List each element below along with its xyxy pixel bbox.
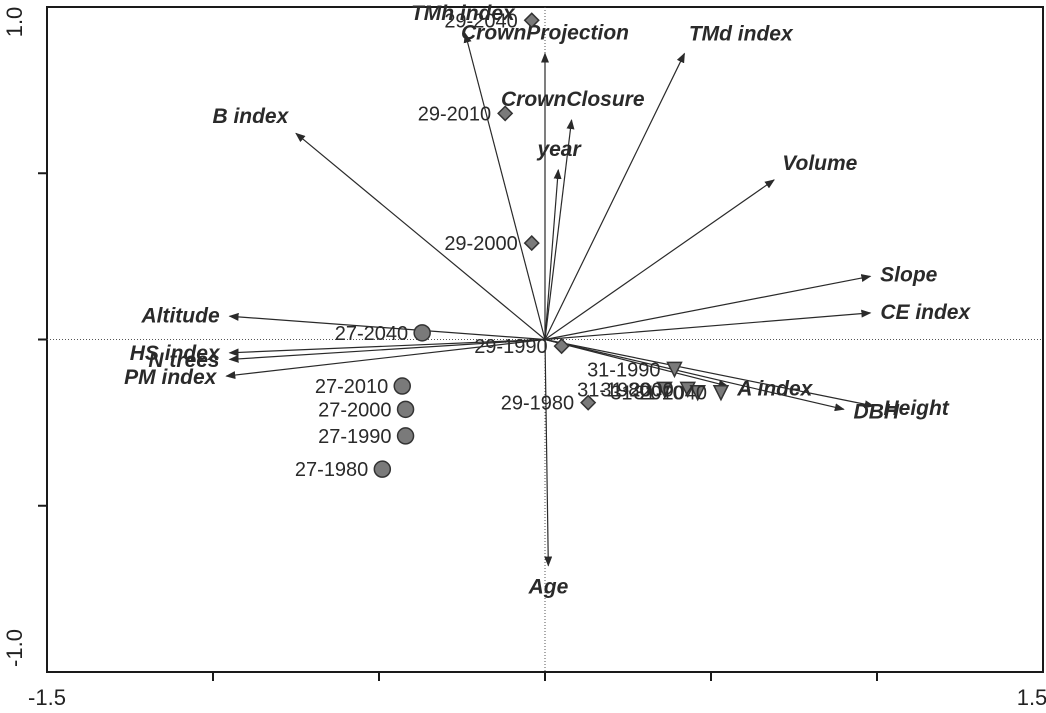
point-31-2010 bbox=[689, 384, 706, 402]
point-29-2010 bbox=[497, 105, 514, 122]
vector-ce-index bbox=[544, 309, 872, 341]
label-31-1980: 31-1980 bbox=[577, 379, 650, 401]
vector-altitude bbox=[228, 312, 546, 341]
point-31-1990 bbox=[666, 361, 683, 379]
vector-year bbox=[544, 168, 562, 340]
vector-label-tmd-index: TMd index bbox=[689, 23, 794, 46]
point-29-1990 bbox=[553, 338, 570, 355]
vector-dbh bbox=[544, 338, 845, 412]
vector-pm-index bbox=[225, 338, 546, 380]
point-31-1980 bbox=[656, 381, 673, 399]
vector-label-year: year bbox=[536, 138, 582, 161]
vector-age bbox=[544, 339, 553, 567]
vector-label-crownclosure: CrownClosure bbox=[501, 88, 645, 111]
vector-label-b-index: B index bbox=[212, 105, 289, 128]
point-29-2040 bbox=[523, 12, 540, 29]
x-tick-label-right: 1.5 bbox=[1017, 685, 1046, 710]
label-29-1980: 29-1980 bbox=[501, 393, 574, 415]
point-27-1980 bbox=[373, 460, 392, 478]
axis-ticks bbox=[38, 172, 878, 681]
label-29-2040: 29-2040 bbox=[444, 10, 517, 32]
vector-label-dbh: DBH bbox=[854, 401, 900, 424]
label-27-1980: 27-1980 bbox=[295, 459, 368, 481]
label-31-2000: 31-2000 bbox=[600, 379, 673, 401]
vector-label-hs-index: HS index bbox=[130, 342, 221, 365]
x-tick-label-left: -1.5 bbox=[28, 685, 66, 710]
vector-label-volume: Volume bbox=[782, 152, 857, 175]
vector-label-age: Age bbox=[528, 576, 569, 599]
vector-b-index bbox=[295, 132, 546, 340]
point-27-2010 bbox=[393, 377, 411, 395]
vector-label-pm-index: PM index bbox=[124, 366, 218, 389]
point-29-2000 bbox=[523, 235, 540, 252]
label-27-2000: 27-2000 bbox=[318, 399, 391, 421]
vector-a-index bbox=[544, 338, 729, 388]
vector-hs-index bbox=[228, 338, 546, 357]
vector-label-slope: Slope bbox=[880, 263, 937, 286]
vector-label-height: Height bbox=[883, 397, 949, 420]
vector-tmh-index bbox=[463, 32, 546, 340]
point-27-1990 bbox=[396, 427, 415, 445]
vector-n-trees bbox=[228, 338, 546, 363]
vector-height bbox=[544, 338, 875, 409]
label-29-2000: 29-2000 bbox=[444, 233, 517, 255]
label-27-2010: 27-2010 bbox=[315, 376, 388, 398]
vector-label-tmh-index: TMh index bbox=[411, 2, 516, 25]
label-31-2040: 31-2040 bbox=[634, 383, 707, 405]
point-27-2040 bbox=[413, 324, 431, 342]
point-27-2000 bbox=[396, 400, 415, 419]
label-31-2010: 31-2010 bbox=[610, 383, 683, 405]
vector-label-n-trees: N trees bbox=[148, 349, 219, 372]
vector-label-crownprojection: CrownProjection bbox=[461, 22, 629, 45]
vector-crownclosure bbox=[544, 119, 575, 340]
label-27-1990: 27-1990 bbox=[318, 426, 391, 448]
point-29-1980 bbox=[580, 394, 597, 411]
vector-label-a-index: A index bbox=[736, 378, 813, 401]
label-29-1990: 29-1990 bbox=[474, 336, 547, 358]
label-27-2040: 27-2040 bbox=[335, 323, 408, 345]
point-31-2040 bbox=[712, 384, 730, 402]
vector-slope bbox=[544, 274, 872, 341]
vector-label-ce-index: CE index bbox=[880, 301, 971, 324]
vector-tmd-index bbox=[544, 52, 685, 340]
label-31-1990: 31-1990 bbox=[587, 359, 660, 381]
vector-volume bbox=[544, 179, 775, 340]
label-29-2010: 29-2010 bbox=[418, 103, 491, 125]
vector-label-altitude: Altitude bbox=[140, 304, 219, 327]
y-tick-label-bottom: -1.0 bbox=[2, 629, 27, 667]
y-tick-label-top: 1.0 bbox=[2, 7, 27, 38]
